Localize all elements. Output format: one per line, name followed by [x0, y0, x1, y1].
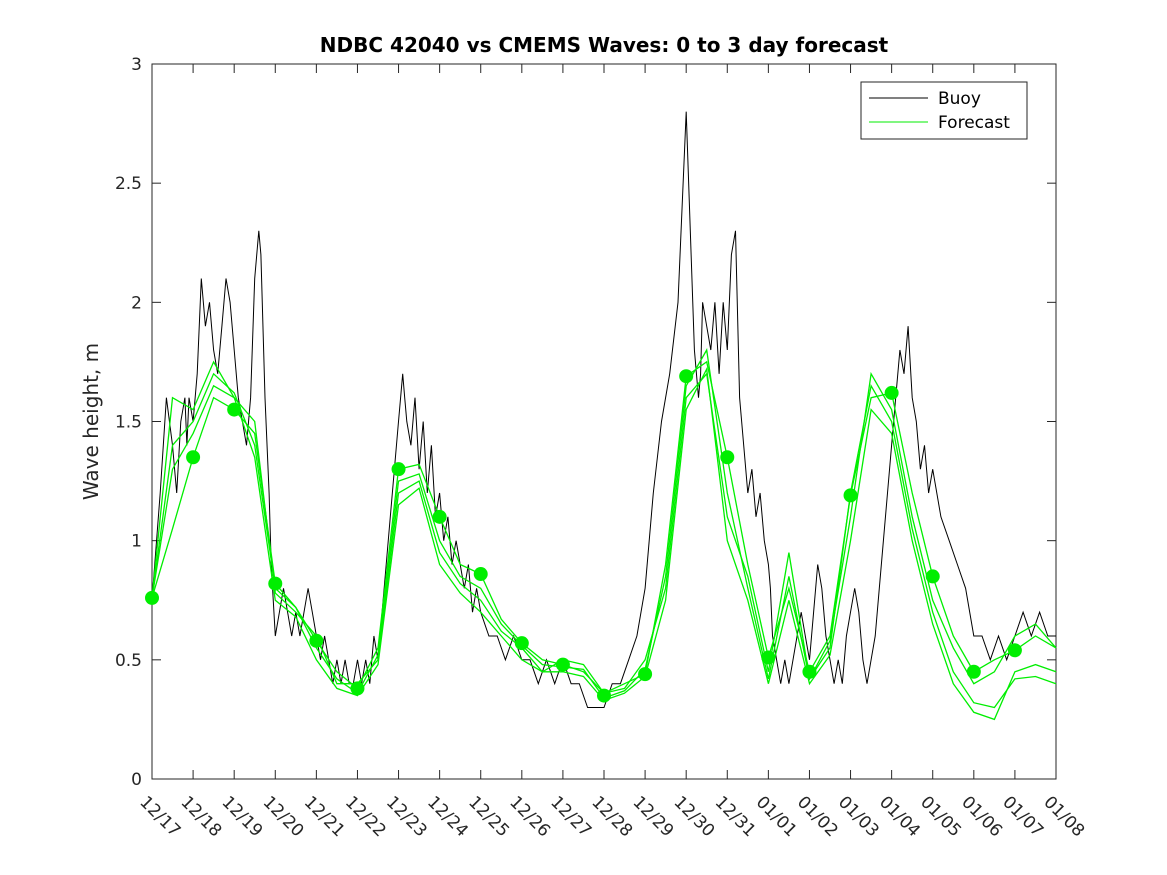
x-tick-label: 12/23: [382, 792, 431, 841]
forecast-marker: [350, 681, 365, 696]
forecast-marker: [514, 636, 529, 651]
legend-label-buoy: Buoy: [938, 89, 981, 109]
x-tick-label: 01/01: [752, 792, 801, 841]
forecast-marker: [761, 650, 776, 665]
y-axis-label: Wave height, m: [79, 343, 103, 500]
x-tick-label: 01/07: [998, 792, 1047, 841]
forecast-marker: [1007, 643, 1022, 658]
forecast-marker: [473, 567, 488, 582]
y-tick-label: 0.5: [115, 651, 142, 671]
plot-area: [151, 63, 1057, 780]
x-tick-label: 12/21: [300, 792, 349, 841]
forecast-marker: [884, 385, 899, 400]
x-tick-label: 12/24: [423, 792, 472, 841]
x-tick-label: 12/31: [711, 792, 760, 841]
forecast-marker: [145, 590, 159, 605]
forecast-marker: [597, 688, 611, 703]
forecast-marker: [186, 450, 201, 465]
x-tick-label: 12/28: [587, 792, 636, 841]
forecast-marker: [720, 450, 735, 465]
x-tick-label: 12/22: [341, 792, 390, 841]
forecast-marker: [966, 664, 981, 679]
forecast-marker: [555, 657, 570, 672]
y-tick-label: 0: [131, 770, 142, 790]
x-tick-label: 12/29: [629, 792, 678, 841]
x-tick-label: 12/26: [505, 792, 554, 841]
x-tick-label: 01/05: [916, 792, 965, 841]
x-tick-label: 01/02: [793, 792, 842, 841]
forecast-marker: [227, 402, 242, 417]
y-axis: 0 0.5 1 1.5 2 2.5 3: [115, 55, 1056, 790]
forecast-marker: [802, 664, 817, 679]
x-tick-label: 12/25: [464, 792, 513, 841]
forecast-marker: [268, 576, 283, 591]
forecast-marker: [679, 369, 694, 384]
y-tick-label: 1.5: [115, 413, 142, 433]
forecast-marker: [432, 509, 447, 524]
y-tick-label: 1: [131, 532, 142, 552]
forecast-marker: [638, 667, 653, 682]
legend-box: [860, 81, 1028, 140]
chart-title: NDBC 42040 vs CMEMS Waves: 0 to 3 day fo…: [320, 33, 889, 57]
forecast-marker: [843, 488, 858, 503]
x-tick-label: 01/06: [957, 792, 1006, 841]
forecast-marker: [925, 569, 940, 584]
y-tick-label: 3: [131, 55, 142, 75]
y-tick-label: 2: [131, 293, 142, 313]
x-tick-label: 01/03: [834, 792, 883, 841]
x-tick-label: 01/04: [875, 792, 924, 841]
x-tick-label: 12/19: [218, 792, 267, 841]
buoy-series-line: [151, 111, 1056, 708]
x-tick-label: 01/08: [1039, 792, 1088, 841]
x-tick-label: 12/27: [546, 792, 595, 841]
x-tick-label: 12/17: [135, 792, 184, 841]
legend-label-forecast: Forecast: [938, 113, 1010, 133]
legend: Buoy Forecast: [860, 81, 1028, 140]
x-tick-label: 12/20: [259, 792, 308, 841]
forecast-marker: [309, 633, 324, 648]
series-layer: [145, 111, 1057, 721]
x-tick-label: 12/18: [177, 792, 226, 841]
y-tick-label: 2.5: [115, 174, 142, 194]
forecast-marker: [391, 462, 406, 477]
x-tick-label: 12/30: [670, 792, 719, 841]
